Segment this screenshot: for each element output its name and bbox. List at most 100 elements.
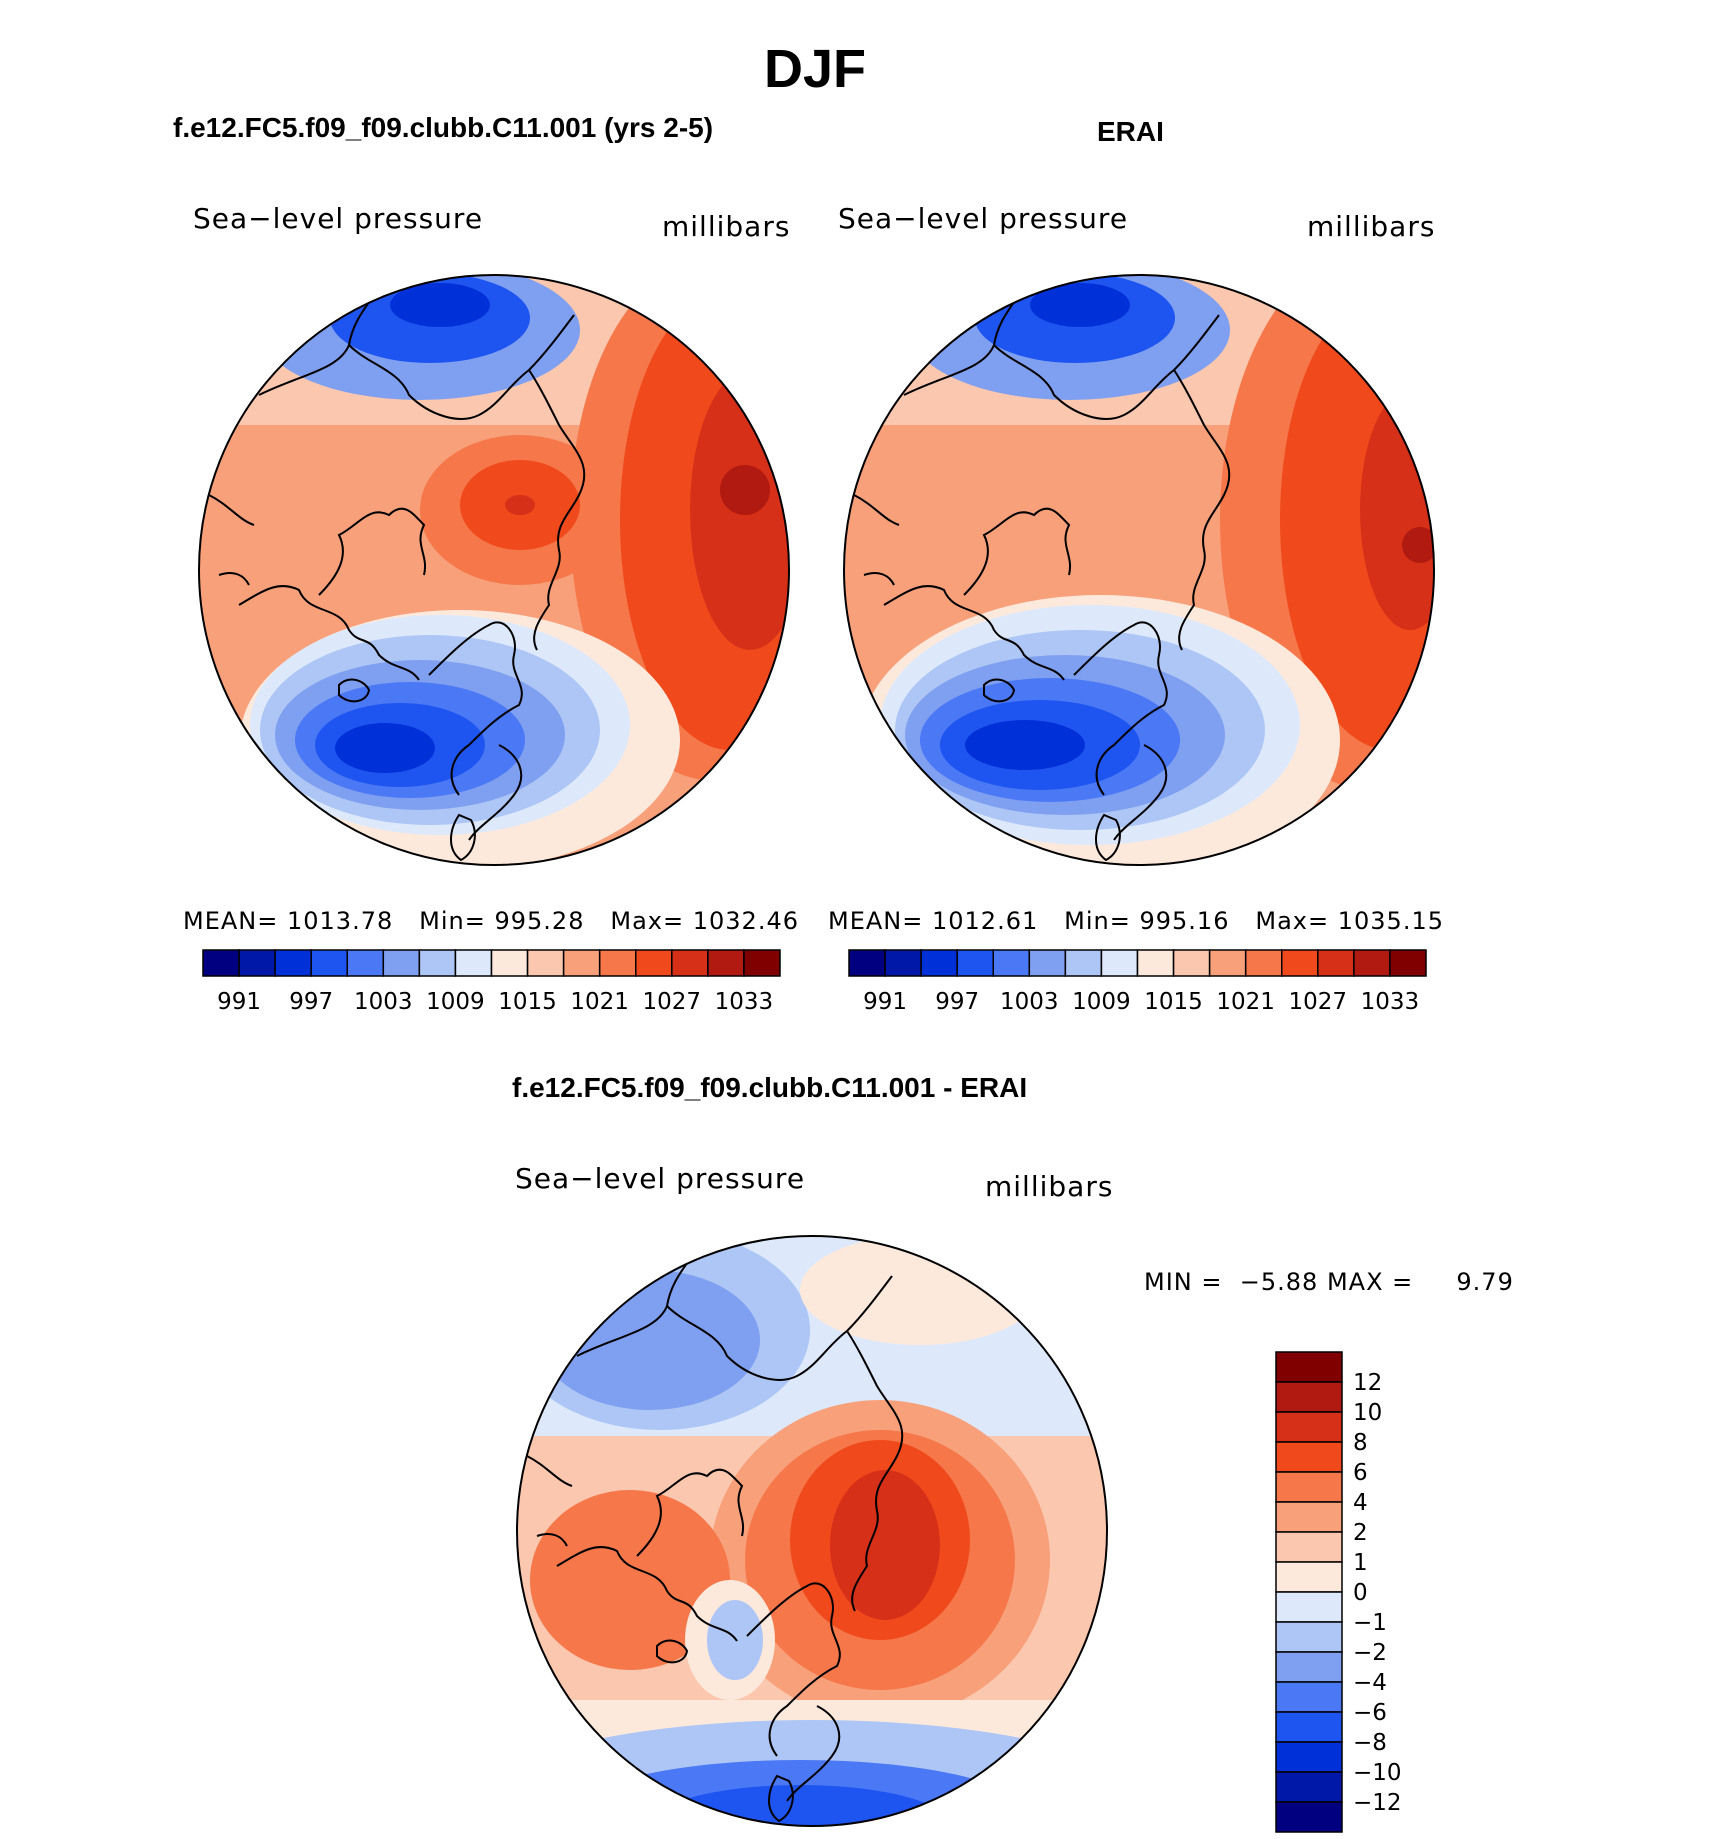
panel-title-difference: f.e12.FC5.f09_f09.clubb.C11.001 - ERAI	[512, 1072, 1028, 1103]
max-label: MAX =	[1326, 1268, 1414, 1296]
colorbar-model: 991 997 1003 1009 1015 1021 1027 1033	[202, 949, 781, 1015]
colorbar-model-swatch-6	[418, 949, 457, 977]
colorbar-model-swatch-0	[202, 949, 240, 977]
colorbar-model-swatch-10	[562, 949, 601, 977]
colorbar-erai-swatch-8	[1136, 949, 1175, 977]
colorbar-erai-swatch-1	[884, 949, 922, 977]
colorbar-erai-swatch-2	[920, 949, 958, 977]
colorbar-erai-swatch-0	[848, 949, 886, 977]
stats-difference: MIN = −5.88 MAX = 9.79	[1144, 1268, 1514, 1296]
min-label: Min=	[1064, 907, 1131, 935]
colorbar-model-tick-label: 1033	[715, 989, 774, 1015]
colorbar-erai-tick-label: 1027	[1289, 989, 1348, 1015]
colorbar-difference-tick-label: −4	[1353, 1670, 1387, 1696]
colorbar-difference-tick-label: 6	[1353, 1460, 1368, 1486]
colorbar-model-tick-label: 991	[217, 989, 261, 1015]
panel-title-model: f.e12.FC5.f09_f09.clubb.C11.001 (yrs 2-5…	[173, 112, 714, 143]
stats-erai: MEAN= 1012.61 Min= 995.16 Max= 1035.15	[828, 907, 1444, 935]
colorbar-erai-tick-label: 997	[935, 989, 979, 1015]
colorbar-model-tick-label: 1027	[643, 989, 702, 1015]
colorbar-difference-swatch-15	[1275, 1801, 1343, 1833]
colorbar-difference-tick-label: 2	[1353, 1520, 1368, 1546]
colorbar-erai-swatch-7	[1100, 949, 1139, 977]
colorbar-erai-tick-label: 1021	[1216, 989, 1275, 1015]
max-label: Max=	[1255, 907, 1330, 935]
colorbar-erai-swatch-5	[1028, 949, 1067, 977]
panel-title-erai: ERAI	[1097, 116, 1164, 147]
colorbar-difference-swatch-4	[1275, 1471, 1343, 1503]
colorbar-erai-swatch-9	[1172, 949, 1211, 977]
colorbar-erai-tick-label: 991	[863, 989, 907, 1015]
colorbar-erai-tick-label: 1033	[1361, 989, 1420, 1015]
colorbar-difference-tick-label: −12	[1353, 1790, 1402, 1816]
colorbar-erai: 991 997 1003 1009 1015 1021 1027 1033	[848, 949, 1427, 1015]
colorbar-erai-tick-label: 1009	[1072, 989, 1131, 1015]
colorbar-difference-swatch-7	[1275, 1561, 1343, 1593]
colorbar-erai-swatch-3	[956, 949, 994, 977]
colorbar-difference-swatch-6	[1275, 1531, 1343, 1563]
colorbar-erai-tick-label: 1003	[1000, 989, 1059, 1015]
variable-label-model: Sea−level pressure	[193, 202, 484, 235]
mean-value: 1013.78	[287, 907, 394, 935]
colorbar-model-swatch-8	[490, 949, 529, 977]
colorbar-difference-tick-label: 1	[1353, 1550, 1368, 1576]
colorbar-difference-tick-label: 10	[1353, 1400, 1382, 1426]
colorbar-model-swatch-14	[707, 949, 745, 977]
min-label: MIN =	[1144, 1268, 1223, 1296]
colorbar-model-swatch-4	[346, 949, 385, 977]
mean-label: MEAN=	[828, 907, 924, 935]
colorbar-model-swatch-11	[598, 949, 637, 977]
colorbar-difference-swatch-1	[1275, 1381, 1343, 1413]
min-label: Min=	[419, 907, 486, 935]
map-difference	[516, 1235, 1108, 1827]
min-value: 995.28	[494, 907, 585, 935]
colorbar-difference-tick-label: −8	[1353, 1730, 1387, 1756]
colorbar-erai-swatch-4	[992, 949, 1031, 977]
map-erai	[843, 274, 1435, 866]
stats-model: MEAN= 1013.78 Min= 995.28 Max= 1032.46	[183, 907, 799, 935]
colorbar-difference-tick-label: 12	[1353, 1370, 1382, 1396]
colorbar-model-swatch-9	[526, 949, 565, 977]
colorbar-difference-tick-label: 0	[1353, 1580, 1368, 1606]
units-label-difference: millibars	[985, 1170, 1114, 1203]
colorbar-difference-tick-label: 8	[1353, 1430, 1368, 1456]
map-model	[198, 274, 790, 866]
colorbar-difference-swatch-13	[1275, 1741, 1343, 1773]
colorbar-model-swatch-13	[671, 949, 709, 977]
max-value: 1035.15	[1337, 907, 1444, 935]
colorbar-difference-swatch-5	[1275, 1501, 1343, 1533]
colorbar-model-swatch-5	[382, 949, 421, 977]
colorbar-difference-swatch-8	[1275, 1591, 1343, 1623]
colorbar-model-tick-label: 1003	[354, 989, 413, 1015]
colorbar-model-swatch-7	[454, 949, 493, 977]
colorbar-difference-swatch-0	[1275, 1351, 1343, 1383]
colorbar-difference-swatch-9	[1275, 1621, 1343, 1653]
colorbar-difference-tick-label: −6	[1353, 1700, 1387, 1726]
colorbar-erai-swatch-13	[1317, 949, 1355, 977]
mean-label: MEAN=	[183, 907, 279, 935]
colorbar-model-swatch-15	[743, 949, 781, 977]
units-label-erai: millibars	[1307, 210, 1436, 243]
colorbar-model-tick-label: 997	[289, 989, 333, 1015]
colorbar-erai-tick-label: 1015	[1144, 989, 1203, 1015]
colorbar-difference-tick-label: −2	[1353, 1640, 1387, 1666]
max-value: 1032.46	[692, 907, 799, 935]
max-label: Max=	[610, 907, 685, 935]
colorbar-erai-swatch-12	[1281, 949, 1319, 977]
units-label-model: millibars	[662, 210, 791, 243]
colorbar-model-tick-label: 1009	[426, 989, 485, 1015]
colorbar-model-swatch-12	[635, 949, 673, 977]
colorbar-difference-swatch-12	[1275, 1711, 1343, 1743]
colorbar-erai-swatch-10	[1208, 949, 1247, 977]
colorbar-difference-swatch-14	[1275, 1771, 1343, 1803]
colorbar-difference-tick-label: 4	[1353, 1490, 1368, 1516]
mean-value: 1012.61	[932, 907, 1039, 935]
colorbar-model-swatch-2	[274, 949, 312, 977]
max-value: 9.79	[1456, 1268, 1514, 1296]
colorbar-model-swatch-3	[310, 949, 348, 977]
colorbar-difference-swatch-10	[1275, 1651, 1343, 1683]
colorbar-erai-swatch-15	[1389, 949, 1427, 977]
page-title: DJF	[763, 39, 866, 99]
